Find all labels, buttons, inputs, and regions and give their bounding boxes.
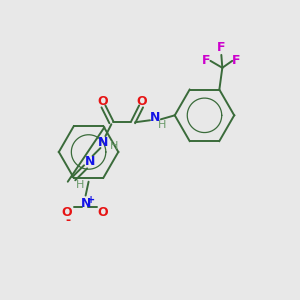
Text: H: H <box>76 180 84 190</box>
Text: O: O <box>97 95 108 108</box>
Text: +: + <box>88 194 96 205</box>
Text: O: O <box>61 206 72 219</box>
Text: -: - <box>65 214 70 227</box>
Text: H: H <box>110 141 118 151</box>
Text: F: F <box>202 54 211 68</box>
Text: N: N <box>84 155 95 168</box>
Text: O: O <box>137 95 147 108</box>
Text: F: F <box>217 41 226 54</box>
Text: N: N <box>80 197 91 210</box>
Text: N: N <box>98 136 109 148</box>
Text: O: O <box>97 206 108 219</box>
Text: F: F <box>232 54 240 68</box>
Text: N: N <box>150 111 160 124</box>
Text: H: H <box>158 120 166 130</box>
